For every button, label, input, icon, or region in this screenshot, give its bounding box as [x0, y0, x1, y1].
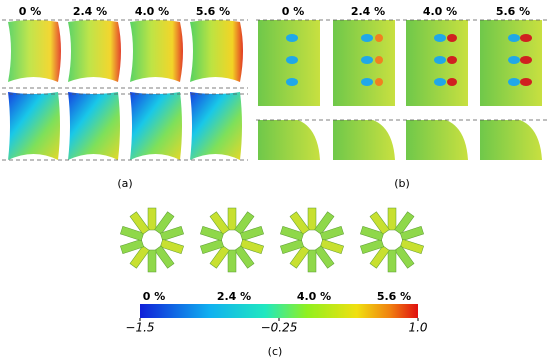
vortex	[375, 56, 383, 64]
vortex	[434, 78, 446, 86]
fan-blade	[280, 238, 305, 255]
fan-blade	[319, 225, 344, 242]
fan-blade	[387, 207, 397, 231]
fan-blade	[154, 211, 175, 235]
fan-blade	[289, 211, 310, 235]
fan-blade	[280, 225, 305, 242]
fan-blade	[394, 211, 415, 235]
blade-bottom	[190, 92, 242, 160]
fan-blade	[399, 238, 424, 255]
header: 5.6 %	[496, 5, 530, 18]
fan-blade	[159, 238, 184, 255]
blade-bottom	[8, 92, 60, 160]
vortex	[447, 34, 457, 42]
header: 0 %	[143, 290, 166, 303]
blade-top	[190, 20, 243, 82]
vortex	[508, 56, 520, 64]
fan-blade	[154, 245, 175, 269]
fan-blade	[147, 249, 157, 273]
surface-bottom	[406, 120, 468, 160]
fan-blade	[120, 225, 145, 242]
blade-top	[68, 20, 121, 82]
panel-label: (b)	[394, 177, 410, 190]
tick-label: −0.25	[261, 321, 298, 335]
fan-blade	[307, 249, 317, 273]
header: 5.6 %	[377, 290, 411, 303]
vortex	[286, 56, 298, 64]
fan-blade	[234, 211, 255, 235]
vortex	[520, 56, 532, 64]
vortex	[447, 56, 457, 64]
fan-blade	[227, 249, 237, 273]
surface-bottom	[258, 120, 320, 160]
vortex	[375, 78, 383, 86]
fan-blade	[239, 225, 264, 242]
fan-blade	[314, 211, 335, 235]
vortex	[361, 34, 373, 42]
surface-bottom	[333, 120, 395, 160]
vortex	[508, 78, 520, 86]
fan-blade	[129, 211, 150, 235]
tick-label: 1.0	[408, 321, 427, 335]
fan-blade	[360, 225, 385, 242]
layout	[2, 19, 548, 273]
vortex	[520, 78, 532, 86]
vortex	[508, 34, 520, 42]
fan-blade	[239, 238, 264, 255]
header: 2.4 %	[351, 5, 385, 18]
fan-blade	[399, 225, 424, 242]
vortex	[286, 34, 298, 42]
header: 2.4 %	[73, 5, 107, 18]
colorbar	[140, 304, 418, 318]
panel-label: (c)	[268, 345, 283, 358]
vortex	[375, 34, 383, 42]
fan-blade	[159, 225, 184, 242]
vortex	[434, 34, 446, 42]
fan-blade	[209, 245, 230, 269]
fan-blade	[369, 245, 390, 269]
fan-blade	[360, 238, 385, 255]
fan-blade	[314, 245, 335, 269]
fan-blade	[120, 238, 145, 255]
fan-blade	[147, 207, 157, 231]
tick-label: −1.5	[125, 321, 154, 335]
header: 4.0 %	[297, 290, 331, 303]
fan-blade	[289, 245, 310, 269]
fan-blade	[129, 245, 150, 269]
fan-blade	[200, 225, 225, 242]
header: 0 %	[282, 5, 305, 18]
header: 4.0 %	[423, 5, 457, 18]
header: 4.0 %	[135, 5, 169, 18]
vortex	[520, 34, 532, 42]
blade-bottom	[130, 92, 182, 160]
fan-blade	[200, 238, 225, 255]
fan-blade	[387, 249, 397, 273]
header: 0 %	[19, 5, 42, 18]
vortex	[434, 56, 446, 64]
fan-blade	[369, 211, 390, 235]
fan-blade	[209, 211, 230, 235]
vortex	[447, 78, 457, 86]
blade-top	[130, 20, 183, 82]
header: 5.6 %	[196, 5, 230, 18]
fan-blade	[307, 207, 317, 231]
fan-blade	[394, 245, 415, 269]
blade-bottom	[68, 92, 120, 160]
fan-blade	[227, 207, 237, 231]
header: 2.4 %	[217, 290, 251, 303]
fan-blade	[234, 245, 255, 269]
surface-bottom	[480, 120, 542, 160]
vortex	[361, 78, 373, 86]
fan-blade	[319, 238, 344, 255]
vortex	[361, 56, 373, 64]
vortex	[286, 78, 298, 86]
blade-top	[8, 20, 61, 82]
panel-label: (a)	[117, 177, 132, 190]
